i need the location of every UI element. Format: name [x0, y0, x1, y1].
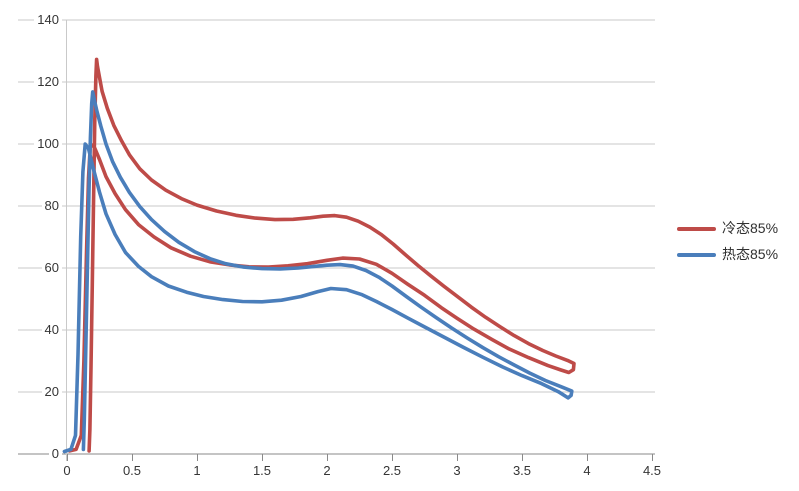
- x-tick-label-4.5: 4.5: [642, 463, 662, 478]
- x-tick-label-4: 4: [583, 463, 591, 478]
- legend-item-hot-85: 热态85%: [677, 246, 778, 263]
- legend-line-marker-hot-icon: [677, 252, 716, 257]
- x-tick-label-3: 3: [453, 463, 461, 478]
- series-line-cold-85: [67, 57, 576, 453]
- y-tick-label-60: 60: [0, 259, 62, 277]
- x-tick-label-3.5: 3.5: [512, 463, 532, 478]
- y-tick-label-80: 80: [0, 197, 62, 215]
- x-tick-label-0: 0: [63, 463, 71, 478]
- x-tick-label-0.5: 0.5: [122, 463, 142, 478]
- y-tick-label-140: 140: [0, 11, 62, 29]
- x-tick-label-1.5: 1.5: [252, 463, 272, 478]
- y-tick-label-0: 0: [0, 445, 62, 463]
- legend: 冷态85% 热态85%: [677, 220, 778, 263]
- series-line-hot-85: [62, 90, 574, 454]
- y-tick-label-120: 120: [0, 73, 62, 91]
- legend-label-cold: 冷态85%: [722, 220, 779, 236]
- x-tick-label-1: 1: [193, 463, 201, 478]
- legend-line-marker-cold-icon: [677, 226, 716, 231]
- x-tick-label-2.5: 2.5: [382, 463, 402, 478]
- legend-item-cold-85: 冷态85%: [677, 220, 778, 237]
- y-tick-label-100: 100: [0, 135, 62, 153]
- y-tick-label-40: 40: [0, 321, 62, 339]
- y-tick-label-20: 20: [0, 383, 62, 401]
- x-tick-label-2: 2: [323, 463, 331, 478]
- legend-label-hot: 热态85%: [722, 246, 779, 262]
